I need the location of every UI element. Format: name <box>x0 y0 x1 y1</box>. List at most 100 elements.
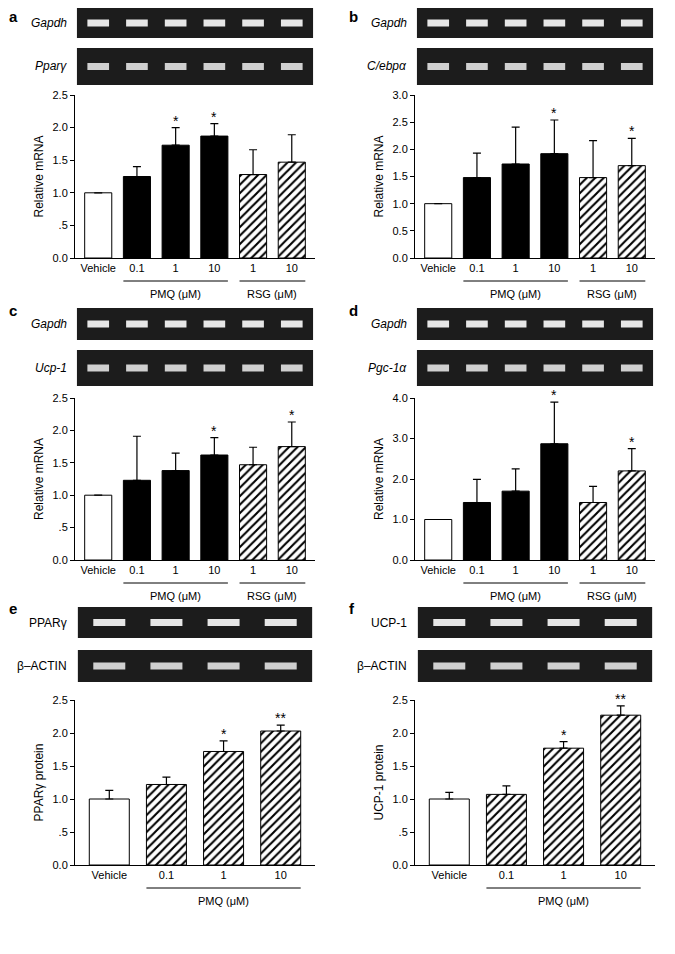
svg-text:PMQ (μM): PMQ (μM) <box>150 590 201 602</box>
svg-text:c: c <box>9 302 17 319</box>
svg-text:*: * <box>289 407 295 423</box>
svg-text:1.0: 1.0 <box>393 513 408 525</box>
svg-text:Gapdh: Gapdh <box>371 16 407 30</box>
svg-text:2.0: 2.0 <box>393 143 408 155</box>
svg-text:Vehicle: Vehicle <box>80 564 115 576</box>
svg-text:1: 1 <box>561 869 567 881</box>
svg-text:0.0: 0.0 <box>393 252 408 264</box>
svg-text:.5: .5 <box>59 219 68 231</box>
svg-text:1.5: 1.5 <box>53 760 68 772</box>
svg-text:10: 10 <box>626 262 638 274</box>
svg-text:1: 1 <box>590 262 596 274</box>
svg-text:Vehicle: Vehicle <box>420 262 455 274</box>
svg-text:0.1: 0.1 <box>129 564 144 576</box>
svg-text:2.0: 2.0 <box>53 727 68 739</box>
svg-text:0.5: 0.5 <box>393 225 408 237</box>
svg-text:0.1: 0.1 <box>129 262 144 274</box>
svg-text:*: * <box>551 105 557 121</box>
svg-text:*: * <box>629 434 635 450</box>
svg-text:10: 10 <box>286 262 298 274</box>
svg-text:UCP-1: UCP-1 <box>371 616 407 630</box>
svg-text:4.0: 4.0 <box>393 392 408 404</box>
svg-text:*: * <box>561 727 567 743</box>
svg-text:PMQ (μM): PMQ (μM) <box>490 590 541 602</box>
svg-text:C/ebpα: C/ebpα <box>367 59 407 73</box>
svg-text:b: b <box>349 8 358 25</box>
svg-text:1.0: 1.0 <box>393 793 408 805</box>
svg-text:1: 1 <box>173 564 179 576</box>
svg-text:**: ** <box>615 691 626 707</box>
svg-text:Ucp-1: Ucp-1 <box>35 361 67 375</box>
svg-text:0.0: 0.0 <box>53 554 68 566</box>
svg-text:*: * <box>211 423 217 439</box>
svg-text:Relative mRNA: Relative mRNA <box>32 438 46 520</box>
svg-text:f: f <box>349 600 355 617</box>
svg-text:a: a <box>9 8 18 25</box>
svg-text:1.0: 1.0 <box>53 793 68 805</box>
svg-text:Relative mRNA: Relative mRNA <box>372 438 386 520</box>
svg-text:Vehicle: Vehicle <box>80 262 115 274</box>
svg-text:2.5: 2.5 <box>393 116 408 128</box>
svg-text:Gapdh: Gapdh <box>371 317 407 331</box>
svg-text:1: 1 <box>590 564 596 576</box>
svg-text:10: 10 <box>615 869 627 881</box>
svg-text:10: 10 <box>548 262 560 274</box>
svg-text:1.5: 1.5 <box>393 760 408 772</box>
svg-text:10: 10 <box>208 262 220 274</box>
svg-text:1.0: 1.0 <box>393 198 408 210</box>
svg-text:Relative mRNA: Relative mRNA <box>372 135 386 217</box>
svg-text:1: 1 <box>513 262 519 274</box>
svg-text:2.5: 2.5 <box>53 392 68 404</box>
svg-text:*: * <box>221 726 227 742</box>
svg-text:10: 10 <box>286 564 298 576</box>
svg-text:Relative mRNA: Relative mRNA <box>32 135 46 217</box>
svg-text:1: 1 <box>221 869 227 881</box>
svg-text:Gapdh: Gapdh <box>31 16 67 30</box>
svg-text:0.0: 0.0 <box>53 859 68 871</box>
svg-text:2.0: 2.0 <box>393 473 408 485</box>
svg-text:.5: .5 <box>399 826 408 838</box>
svg-text:e: e <box>9 600 17 617</box>
svg-text:PPARγ protein: PPARγ protein <box>32 744 46 822</box>
svg-text:0.1: 0.1 <box>499 869 514 881</box>
svg-text:2.5: 2.5 <box>53 89 68 101</box>
svg-text:Vehicle: Vehicle <box>420 564 455 576</box>
svg-text:UCP-1 protein: UCP-1 protein <box>372 744 386 820</box>
svg-text:1.5: 1.5 <box>53 457 68 469</box>
svg-text:2.0: 2.0 <box>53 424 68 436</box>
svg-text:0.1: 0.1 <box>469 262 484 274</box>
svg-text:d: d <box>349 302 358 319</box>
svg-text:Pgc-1α: Pgc-1α <box>368 361 407 375</box>
svg-text:PMQ (μM): PMQ (μM) <box>490 288 541 300</box>
svg-text:*: * <box>211 109 217 125</box>
svg-text:**: ** <box>275 710 286 726</box>
svg-text:3.0: 3.0 <box>393 432 408 444</box>
svg-text:0.0: 0.0 <box>393 554 408 566</box>
svg-text:1: 1 <box>513 564 519 576</box>
svg-text:Gapdh: Gapdh <box>31 317 67 331</box>
svg-text:2.5: 2.5 <box>53 694 68 706</box>
svg-text:0.1: 0.1 <box>159 869 174 881</box>
svg-text:β–ACTIN: β–ACTIN <box>17 659 67 673</box>
svg-text:1: 1 <box>250 262 256 274</box>
svg-text:2.0: 2.0 <box>393 727 408 739</box>
svg-text:RSG (μM): RSG (μM) <box>247 590 297 602</box>
svg-text:1.5: 1.5 <box>393 170 408 182</box>
svg-text:.5: .5 <box>59 826 68 838</box>
svg-text:1.0: 1.0 <box>53 489 68 501</box>
svg-text:0.1: 0.1 <box>469 564 484 576</box>
svg-text:10: 10 <box>208 564 220 576</box>
svg-text:RSG (μM): RSG (μM) <box>587 590 637 602</box>
svg-text:Vehicle: Vehicle <box>432 869 467 881</box>
svg-text:0.0: 0.0 <box>53 252 68 264</box>
svg-text:3.0: 3.0 <box>393 89 408 101</box>
svg-text:0.0: 0.0 <box>393 859 408 871</box>
svg-text:10: 10 <box>626 564 638 576</box>
svg-text:*: * <box>551 387 557 403</box>
svg-text:PPARγ: PPARγ <box>29 616 67 630</box>
svg-text:.5: .5 <box>59 521 68 533</box>
svg-text:PMQ (μM): PMQ (μM) <box>538 895 589 907</box>
svg-text:Vehicle: Vehicle <box>92 869 127 881</box>
svg-text:*: * <box>173 113 179 129</box>
svg-text:Pparγ: Pparγ <box>35 59 67 73</box>
